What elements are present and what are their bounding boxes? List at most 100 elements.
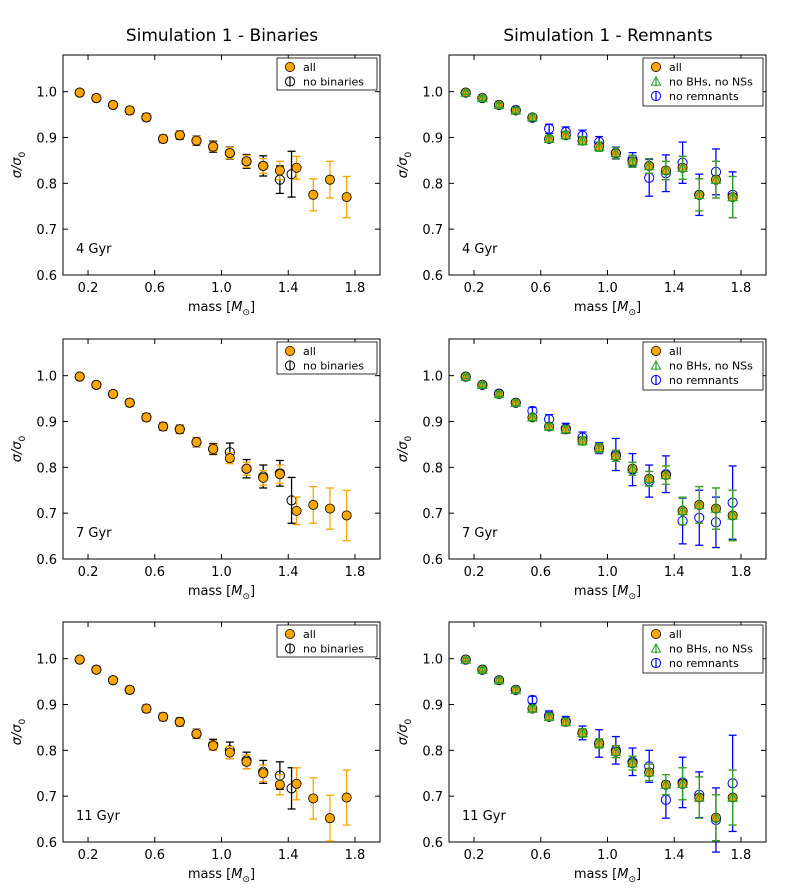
data-point — [543, 711, 555, 722]
data-point — [208, 443, 219, 454]
data-point — [191, 437, 202, 448]
x-tick-label: 1.0 — [211, 848, 232, 863]
panel-remnants-4: 0.2 0.6 1.0 1.4 1.8 0.6 0.7 0.8 0.9 1.0 mass [M⊙] σ… — [396, 54, 767, 318]
legend-marker — [650, 657, 662, 669]
data-point — [108, 99, 119, 110]
legend-label: no remnants — [669, 657, 739, 670]
data-point — [108, 388, 119, 399]
data-point — [108, 675, 119, 686]
age-label: 7 Gyr — [462, 526, 498, 541]
data-point — [610, 746, 622, 756]
y-tick-label: 1.0 — [36, 370, 57, 385]
data-point — [643, 473, 655, 483]
x-axis-label: mass [M⊙] — [188, 300, 255, 318]
x-tick-label: 0.6 — [530, 848, 551, 863]
legend: all no binaries — [276, 341, 378, 375]
legend-label: no BHs, no NSs — [669, 360, 753, 373]
data-point — [460, 370, 472, 381]
data-point — [710, 174, 722, 184]
data-point — [543, 133, 555, 144]
data-point — [174, 716, 185, 727]
x-axis-label-sun: ⊙ — [628, 875, 636, 885]
x-tick-label: 0.2 — [464, 565, 485, 580]
data-point — [291, 505, 302, 516]
x-tick-label: 0.2 — [78, 565, 99, 580]
data-point — [526, 111, 538, 122]
x-tick-label: 1.8 — [345, 565, 366, 580]
y-tick-label: 0.8 — [422, 177, 443, 192]
data-point — [476, 664, 488, 674]
x-axis-label-close: ] — [250, 867, 255, 882]
y-axis-label-sigma: σ/σ — [10, 157, 25, 179]
legend-marker — [284, 76, 296, 87]
data-point — [677, 778, 689, 788]
panel-remnants-11: 0.2 0.6 1.0 1.4 1.8 0.6 0.7 0.8 0.9 1.0 mass [M⊙] σ… — [396, 621, 767, 885]
age-label: 4 Gyr — [76, 242, 112, 257]
x-axis-label-mass: M — [231, 867, 242, 882]
age-label: 11 Gyr — [76, 809, 120, 824]
x-tick-label: 0.2 — [464, 281, 485, 296]
data-point — [224, 747, 235, 758]
legend-box — [642, 57, 764, 107]
data-point — [124, 684, 135, 695]
data-point — [258, 472, 269, 483]
data-point — [191, 135, 202, 146]
x-tick-label: 1.8 — [345, 281, 366, 296]
series-all — [74, 87, 352, 219]
data-point — [560, 423, 572, 434]
y-axis-label: σ/σ0 — [10, 151, 28, 178]
data-point — [677, 162, 689, 172]
data-point — [610, 147, 622, 158]
data-point — [727, 791, 739, 802]
legend-marker — [650, 374, 662, 386]
x-axis-label-sun: ⊙ — [628, 592, 636, 602]
y-axis-label-zero: 0 — [18, 151, 28, 157]
data-point — [141, 412, 152, 423]
panel-binaries-11: 0.2 0.6 1.0 1.4 1.8 0.6 0.7 0.8 0.9 1.0 mass [M⊙] σ… — [10, 621, 381, 885]
y-tick-label: 0.8 — [36, 177, 57, 192]
y-tick-label: 0.7 — [422, 507, 443, 522]
data-point — [627, 757, 638, 768]
data-point — [610, 450, 622, 461]
legend-label: all — [669, 345, 682, 358]
data-point — [510, 684, 522, 695]
data-point — [727, 191, 739, 202]
x-axis-label-sun: ⊙ — [242, 308, 250, 318]
x-axis-label: mass [M⊙] — [574, 584, 641, 602]
y-tick-label: 1.0 — [422, 653, 443, 668]
data-point — [158, 421, 169, 432]
legend-marker — [650, 75, 662, 86]
legend-label: no remnants — [669, 374, 739, 387]
legend-marker — [651, 62, 662, 73]
legend-marker — [284, 360, 296, 371]
data-point — [627, 155, 638, 166]
y-tick-label: 0.8 — [422, 744, 443, 759]
data-point — [74, 371, 85, 382]
legend-marker — [284, 629, 295, 640]
y-tick-label: 0.7 — [36, 790, 57, 805]
x-tick-label: 1.4 — [664, 565, 685, 580]
y-tick-label: 0.9 — [36, 699, 57, 714]
y-axis-label: σ/σ0 — [10, 435, 28, 462]
data-point — [308, 793, 319, 804]
data-point — [224, 453, 235, 464]
y-tick-label: 0.6 — [422, 553, 443, 568]
series-no_bh_ns — [460, 86, 739, 219]
x-tick-label: 1.0 — [597, 281, 618, 296]
data-point — [693, 499, 705, 510]
data-point — [476, 379, 488, 390]
legend-label: all — [303, 345, 316, 358]
data-point — [526, 702, 538, 713]
legend-label: no binaries — [303, 76, 364, 89]
legend-label: no BHs, no NSs — [669, 76, 753, 89]
legend-label: all — [303, 628, 316, 641]
data-point — [274, 779, 285, 790]
data-point — [460, 653, 472, 664]
series-all — [74, 654, 352, 842]
data-point — [324, 813, 335, 824]
legend-marker — [284, 345, 295, 356]
data-point — [660, 779, 672, 789]
x-axis-label-sun: ⊙ — [242, 875, 250, 885]
x-tick-label: 1.4 — [664, 281, 685, 296]
